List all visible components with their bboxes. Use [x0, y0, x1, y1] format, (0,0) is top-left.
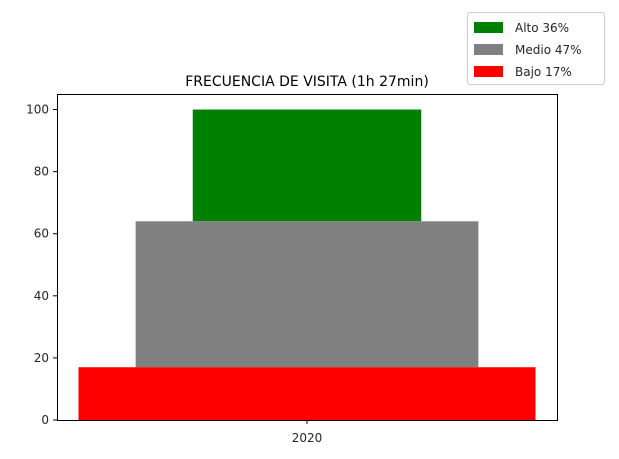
y-tick-label: 0	[41, 413, 49, 427]
bar-bajo	[78, 367, 536, 420]
y-tick-label: 60	[34, 227, 49, 241]
bars-layer	[78, 109, 536, 420]
y-axis: 0 20 40 60 80 100	[26, 103, 57, 427]
y-tick-label: 40	[34, 289, 49, 303]
y-tick-label: 80	[34, 165, 49, 179]
legend-swatch	[474, 66, 503, 77]
x-tick-label: 2020	[292, 431, 323, 445]
x-axis: 2020	[292, 420, 323, 445]
legend: Alto 36% Medio 47% Bajo 17%	[467, 12, 605, 85]
legend-label: Bajo 17%	[515, 65, 572, 79]
legend-label: Medio 47%	[515, 43, 582, 57]
y-tick-label: 100	[26, 103, 49, 117]
legend-label: Alto 36%	[515, 21, 569, 35]
legend-swatch	[474, 44, 503, 55]
bar-alto	[192, 109, 422, 222]
chart-title: FRECUENCIA DE VISITA (1h 27min)	[185, 74, 429, 90]
legend-swatch	[474, 22, 503, 33]
y-tick-label: 20	[34, 351, 49, 365]
bar-medio	[135, 221, 479, 368]
